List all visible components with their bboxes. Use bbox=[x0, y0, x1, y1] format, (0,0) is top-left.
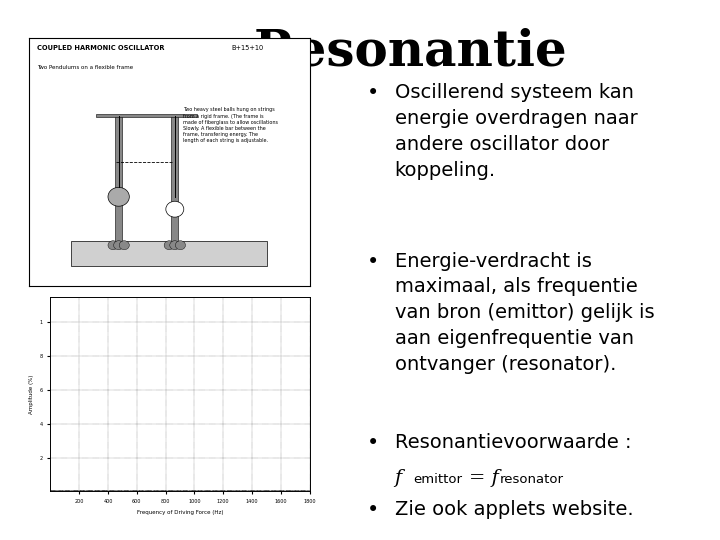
X-axis label: Frequency of Driving Force (Hz): Frequency of Driving Force (Hz) bbox=[137, 510, 223, 515]
Circle shape bbox=[164, 241, 174, 249]
Circle shape bbox=[170, 241, 180, 249]
Circle shape bbox=[166, 201, 184, 217]
Circle shape bbox=[120, 241, 130, 249]
Text: •: • bbox=[367, 500, 379, 519]
Text: f: f bbox=[395, 469, 402, 487]
Text: Oscillerend systeem kan
energie overdragen naar
andere oscillator door
koppeling: Oscillerend systeem kan energie overdrag… bbox=[395, 84, 637, 180]
Text: Two Pendulums on a flexible frame: Two Pendulums on a flexible frame bbox=[37, 65, 133, 70]
Text: emittor: emittor bbox=[413, 473, 462, 486]
Bar bbox=[171, 115, 178, 244]
Text: Resonantie: Resonantie bbox=[253, 27, 567, 76]
Text: = f: = f bbox=[469, 469, 499, 487]
Circle shape bbox=[114, 241, 124, 249]
Bar bbox=[115, 115, 122, 244]
Text: resonator: resonator bbox=[500, 473, 564, 486]
Text: COUPLED HARMONIC OSCILLATOR: COUPLED HARMONIC OSCILLATOR bbox=[37, 45, 165, 51]
Text: •: • bbox=[367, 433, 379, 453]
Text: Zie ook applets website.: Zie ook applets website. bbox=[395, 500, 633, 519]
Circle shape bbox=[108, 241, 118, 249]
Bar bbox=[96, 114, 197, 117]
Text: Resonantievoorwaarde :: Resonantievoorwaarde : bbox=[395, 433, 631, 453]
Y-axis label: Amplitude (%): Amplitude (%) bbox=[29, 375, 34, 414]
Bar bbox=[71, 241, 268, 266]
Text: •: • bbox=[367, 252, 379, 272]
Text: B+15+10: B+15+10 bbox=[231, 45, 264, 51]
Text: Two heavy steel balls hung on strings
from a rigid frame. (The frame is
made of : Two heavy steel balls hung on strings fr… bbox=[184, 107, 278, 143]
Circle shape bbox=[108, 187, 130, 206]
Text: Energie-verdracht is
maximaal, als frequentie
van bron (emittor) gelijk is
aan e: Energie-verdracht is maximaal, als frequ… bbox=[395, 252, 654, 374]
Circle shape bbox=[176, 241, 186, 249]
Text: •: • bbox=[367, 84, 379, 104]
